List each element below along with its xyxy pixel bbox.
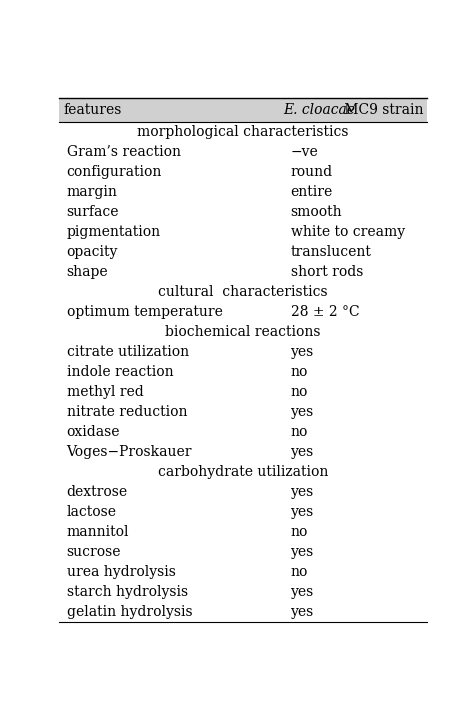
Text: entire: entire	[291, 185, 333, 199]
Text: smooth: smooth	[291, 205, 342, 218]
Text: yes: yes	[291, 405, 314, 419]
Text: no: no	[291, 525, 308, 539]
FancyBboxPatch shape	[59, 98, 427, 121]
Text: configuration: configuration	[66, 164, 162, 178]
Text: Gram’s reaction: Gram’s reaction	[66, 145, 181, 159]
Text: optimum temperature: optimum temperature	[66, 305, 222, 319]
Text: short rods: short rods	[291, 265, 363, 279]
Text: yes: yes	[291, 605, 314, 619]
Text: translucent: translucent	[291, 245, 372, 258]
Text: nitrate reduction: nitrate reduction	[66, 405, 187, 419]
Text: 28 ± 2 °C: 28 ± 2 °C	[291, 305, 359, 319]
Text: mannitol: mannitol	[66, 525, 129, 539]
Text: methyl red: methyl red	[66, 385, 143, 399]
Text: margin: margin	[66, 185, 118, 199]
Text: no: no	[291, 425, 308, 439]
Text: starch hydrolysis: starch hydrolysis	[66, 585, 188, 599]
Text: pigmentation: pigmentation	[66, 225, 161, 239]
Text: citrate utilization: citrate utilization	[66, 345, 189, 359]
Text: no: no	[291, 565, 308, 579]
Text: yes: yes	[291, 445, 314, 459]
Text: no: no	[291, 365, 308, 379]
Text: −ve: −ve	[291, 145, 319, 159]
Text: Voges−Proskauer: Voges−Proskauer	[66, 445, 192, 459]
Text: round: round	[291, 164, 333, 178]
Text: yes: yes	[291, 485, 314, 499]
Text: yes: yes	[291, 545, 314, 559]
Text: features: features	[63, 102, 121, 117]
Text: white to creamy: white to creamy	[291, 225, 405, 239]
Text: E. cloacae: E. cloacae	[283, 102, 356, 117]
Text: urea hydrolysis: urea hydrolysis	[66, 565, 175, 579]
Text: no: no	[291, 385, 308, 399]
Text: gelatin hydrolysis: gelatin hydrolysis	[66, 605, 192, 619]
Text: biochemical reactions: biochemical reactions	[165, 325, 321, 339]
Text: sucrose: sucrose	[66, 545, 121, 559]
Text: carbohydrate utilization: carbohydrate utilization	[158, 465, 328, 479]
Text: yes: yes	[291, 505, 314, 519]
Text: MC9 strain: MC9 strain	[340, 102, 424, 117]
Text: oxidase: oxidase	[66, 425, 120, 439]
Text: morphological characteristics: morphological characteristics	[137, 124, 349, 138]
Text: yes: yes	[291, 585, 314, 599]
Text: lactose: lactose	[66, 505, 117, 519]
Text: opacity: opacity	[66, 245, 118, 258]
Text: shape: shape	[66, 265, 108, 279]
Text: surface: surface	[66, 205, 119, 218]
Text: dextrose: dextrose	[66, 485, 128, 499]
Text: indole reaction: indole reaction	[66, 365, 173, 379]
Text: yes: yes	[291, 345, 314, 359]
Text: cultural  characteristics: cultural characteristics	[158, 285, 328, 299]
